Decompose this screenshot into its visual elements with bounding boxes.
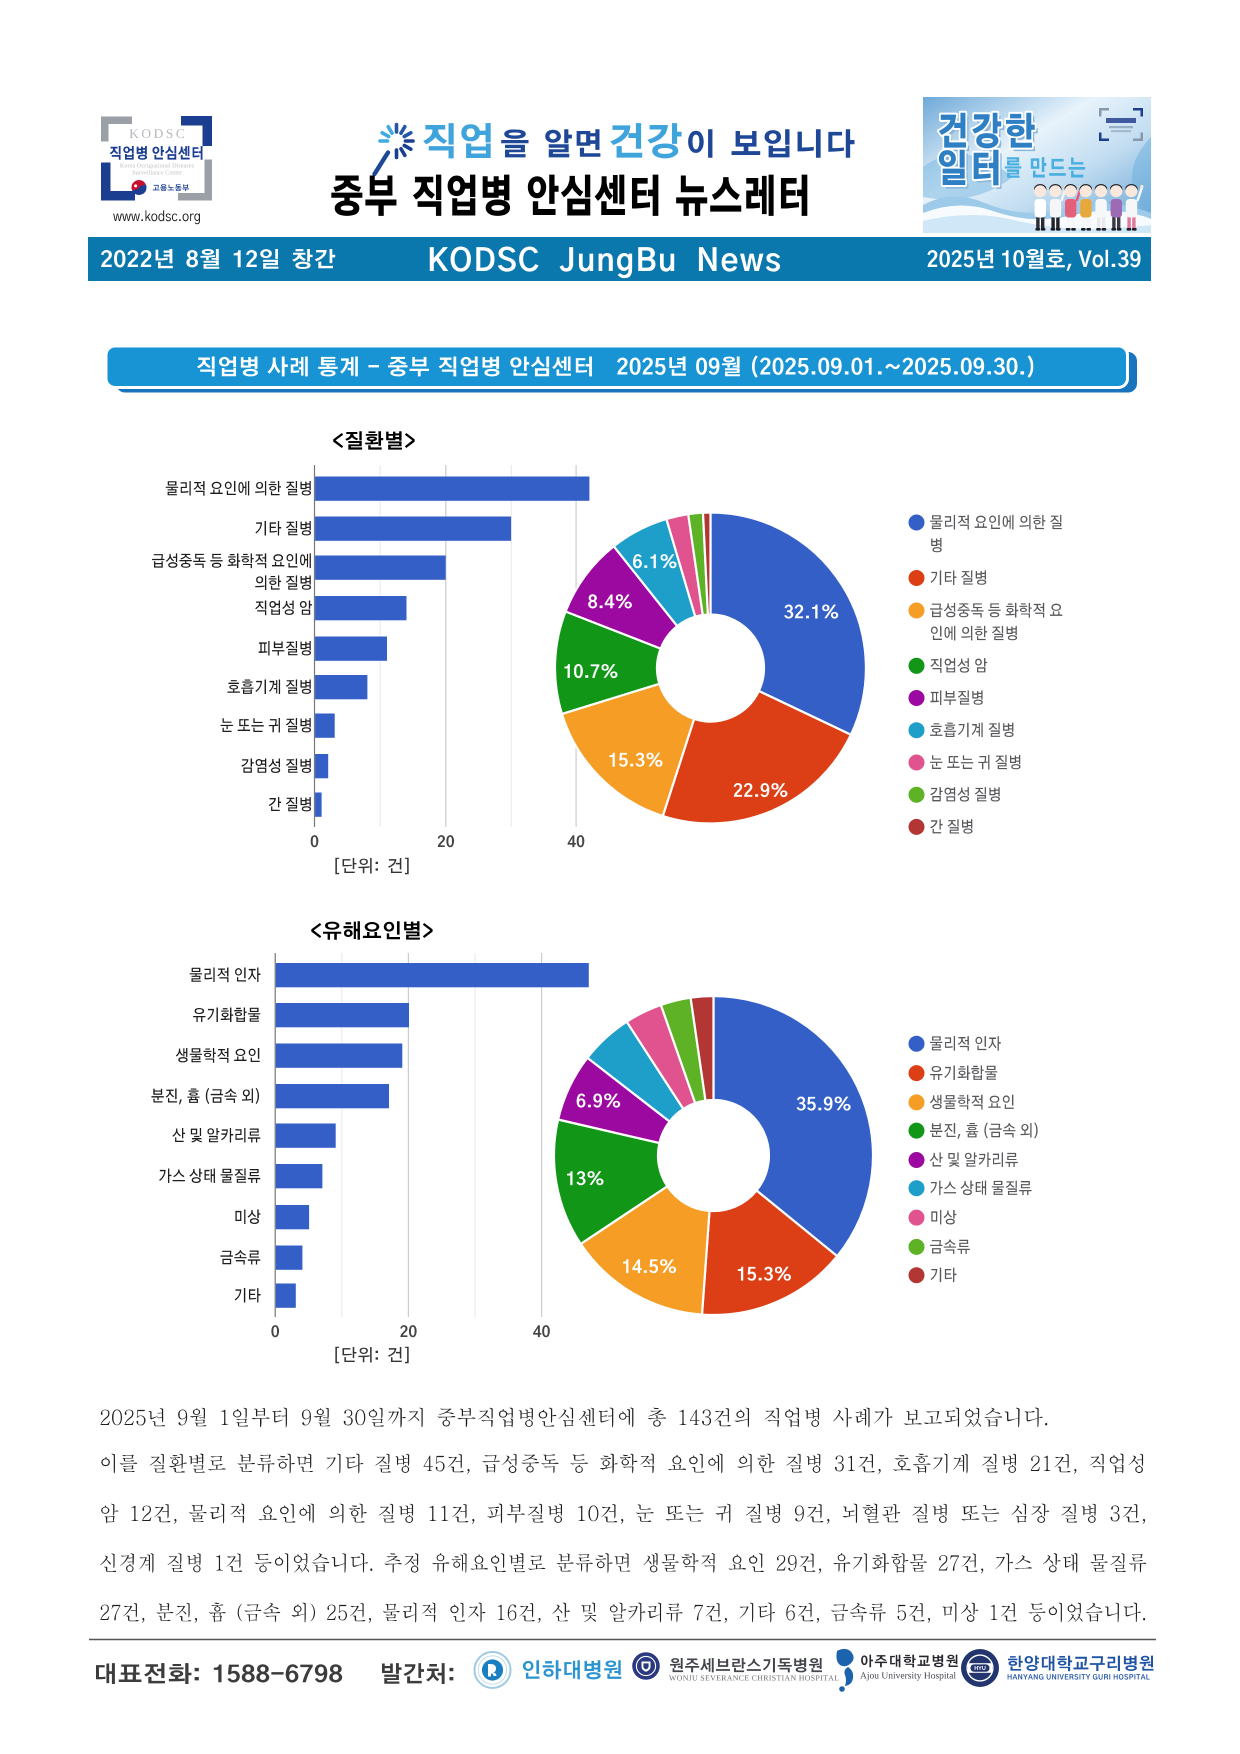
svg-text:HYU: HYU: [974, 1666, 986, 1672]
